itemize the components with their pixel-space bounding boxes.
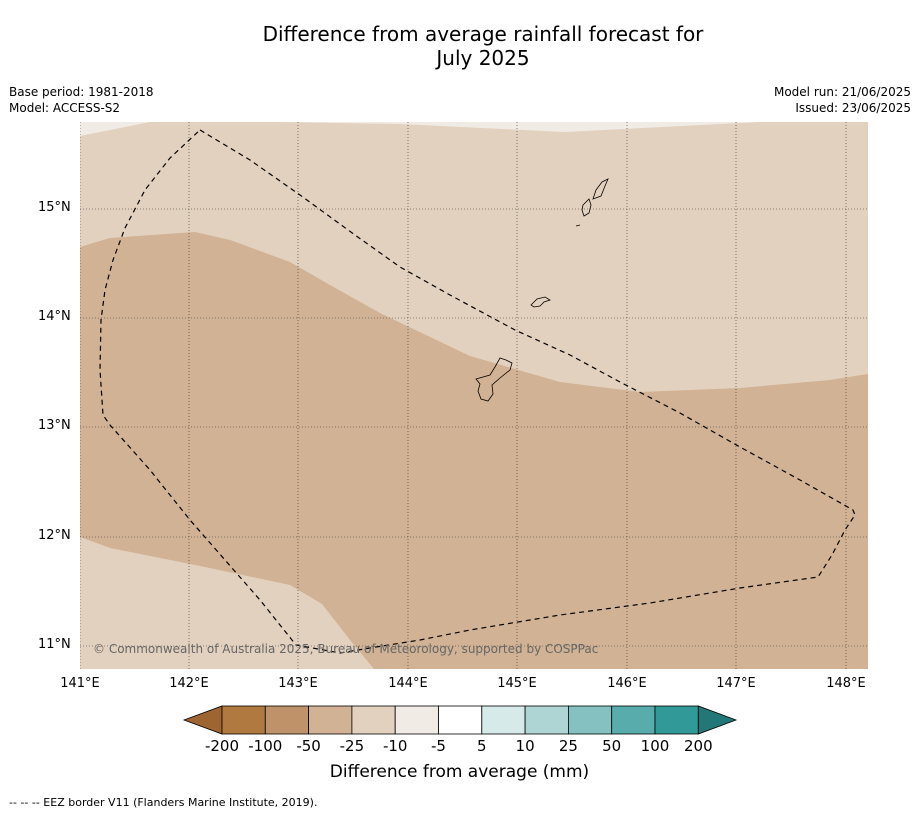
issued-text: Issued: 23/06/2025 xyxy=(795,101,911,115)
base-period-text: Base period: 1981-2018 xyxy=(9,85,154,99)
colorbar-tick-label: 50 xyxy=(602,737,622,755)
longitude-label: 147°E xyxy=(716,676,756,691)
colorbar-extend-low xyxy=(182,705,223,735)
colorbar-segment xyxy=(481,705,526,735)
colorbar-tick-label: 10 xyxy=(515,737,535,755)
title-line-2: July 2025 xyxy=(436,46,530,70)
island-sarigan xyxy=(581,198,592,217)
colorbar-segment xyxy=(221,705,266,735)
colorbar-tick-label: 100 xyxy=(640,737,670,755)
meta-right: Model run: 21/06/2025 Issued: 23/06/2025 xyxy=(774,84,911,116)
colorbar-segment xyxy=(568,705,613,735)
longitude-label: 146°E xyxy=(607,676,647,691)
colorbar-segment xyxy=(611,705,656,735)
latitude-label: 13°N xyxy=(38,418,71,433)
latitude-label: 14°N xyxy=(38,309,71,324)
colorbar-tick-label: -200 xyxy=(204,737,240,755)
colorbar-tick-label: 25 xyxy=(558,737,578,755)
copyright-text: © Commonwealth of Australia 2025, Bureau… xyxy=(93,642,599,656)
rainfall-band-very-light xyxy=(80,122,868,136)
colorbar-segment xyxy=(654,705,699,735)
colorbar-tick-label: 5 xyxy=(477,737,487,755)
colorbar-tick-label: -100 xyxy=(248,737,283,755)
colorbar-segment xyxy=(524,705,569,735)
latitude-label: 12°N xyxy=(38,528,71,543)
map-area xyxy=(80,122,868,669)
longitude-label: 145°E xyxy=(497,676,537,691)
chart-title: Difference from average rainfall forecas… xyxy=(0,22,919,70)
latitude-label: 11°N xyxy=(38,637,71,652)
colorbar-tick-label: -10 xyxy=(382,737,408,755)
meta-left: Base period: 1981-2018 Model: ACCESS-S2 xyxy=(9,84,154,116)
colorbar-title: Difference from average (mm) xyxy=(329,762,590,782)
colorbar-segment xyxy=(394,705,439,735)
colorbar-segment xyxy=(351,705,396,735)
colorbar-tick-label: -5 xyxy=(431,737,446,755)
colorbar-tick-label: -25 xyxy=(339,737,365,755)
latitude-label: 15°N xyxy=(38,200,71,215)
colorbar-segment xyxy=(308,705,353,735)
longitude-label: 143°E xyxy=(278,676,318,691)
graticule xyxy=(80,122,868,669)
island-small xyxy=(575,224,581,227)
longitude-label: 148°E xyxy=(826,676,866,691)
colorbar-tick-label: 200 xyxy=(683,737,713,755)
rainfall-band-medium xyxy=(80,232,868,669)
island-guam xyxy=(475,357,513,402)
colorbar-tick-label: -50 xyxy=(296,737,321,755)
colorbar-segment xyxy=(438,705,483,735)
colorbar-segment xyxy=(264,705,309,735)
colorbar xyxy=(182,705,738,735)
title-line-1: Difference from average rainfall forecas… xyxy=(262,22,704,46)
colorbar-extend-high xyxy=(697,705,738,735)
eez-footnote: -- -- -- EEZ border V11 (Flanders Marine… xyxy=(9,796,318,809)
longitude-label: 141°E xyxy=(60,676,100,691)
longitude-label: 144°E xyxy=(388,676,428,691)
model-text: Model: ACCESS-S2 xyxy=(9,101,121,115)
model-run-text: Model run: 21/06/2025 xyxy=(773,85,911,99)
island-rota xyxy=(530,296,551,308)
island-anatahan xyxy=(592,178,609,200)
longitude-label: 142°E xyxy=(169,676,209,691)
